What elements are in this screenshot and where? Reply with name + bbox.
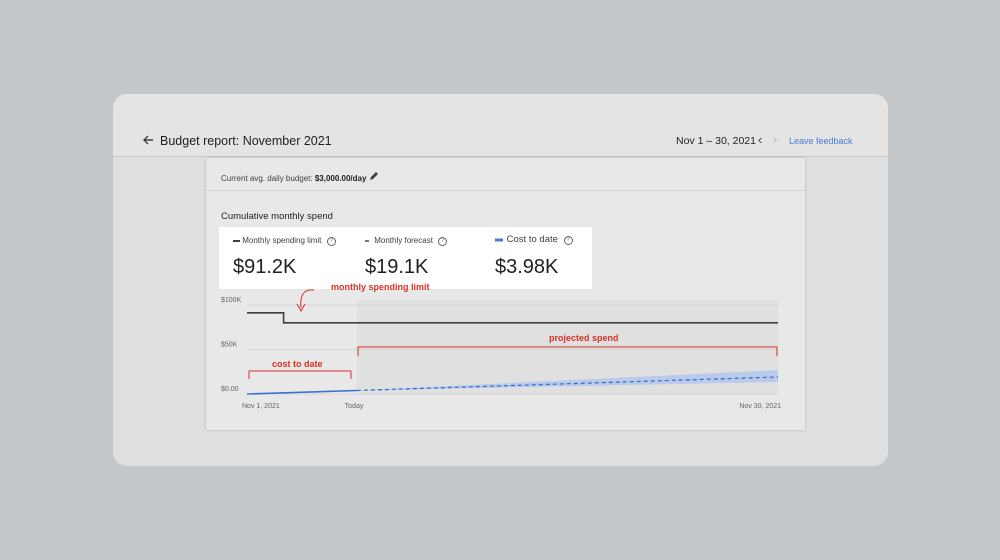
legend-dash-icon bbox=[233, 240, 240, 242]
metric-value: $3.98K bbox=[495, 256, 559, 278]
arrow-head bbox=[296, 303, 306, 313]
metric-value: $19.1K bbox=[365, 256, 429, 278]
annotation-projected-spend: projected spend bbox=[549, 333, 619, 343]
legend-dash-icon bbox=[365, 240, 369, 242]
forecast-line bbox=[356, 376, 779, 392]
metrics-box: Monthly spending limit ? $91.2K Monthly … bbox=[219, 227, 592, 289]
pencil-icon[interactable] bbox=[368, 170, 380, 182]
x-tick-label: Today bbox=[345, 403, 364, 410]
y-tick-label: $50K bbox=[221, 342, 238, 349]
help-icon[interactable]: ? bbox=[326, 237, 336, 246]
chevron-left-icon[interactable]: ‹ bbox=[758, 132, 763, 147]
help-icon[interactable]: ? bbox=[563, 236, 573, 245]
limit-arrow bbox=[300, 289, 315, 309]
date-range[interactable]: Nov 1 – 30, 2021 bbox=[676, 135, 756, 147]
annotation-spending-limit: monthly spending limit bbox=[331, 282, 430, 292]
chevron-right-icon[interactable]: › bbox=[773, 132, 778, 147]
metric-label: Monthly forecast bbox=[374, 236, 433, 245]
metric-label: Monthly spending limit bbox=[242, 236, 322, 245]
cost-bracket bbox=[248, 370, 352, 379]
y-tick-label: $100K bbox=[221, 297, 242, 304]
report-panel: Budget report: November 2021 Nov 1 – 30,… bbox=[113, 94, 888, 466]
spend-chart: $100K $50K $0.00 Nov 1, 2021 Today Nov 30, 20… bbox=[221, 282, 781, 410]
metric-value: $91.2K bbox=[233, 256, 297, 278]
cost-to-date-line bbox=[246, 389, 357, 395]
daily-budget-label: Current avg. daily budget: $3,000.00/day bbox=[221, 174, 367, 183]
report-header: Budget report: November 2021 Nov 1 – 30,… bbox=[113, 94, 888, 157]
forecast-band bbox=[356, 370, 778, 391]
daily-budget-row: Current avg. daily budget: $3,000.00/day bbox=[206, 158, 805, 191]
x-tick-label: Nov 1, 2021 bbox=[242, 403, 280, 410]
help-icon[interactable]: ? bbox=[438, 237, 448, 246]
back-arrow-icon[interactable] bbox=[140, 132, 156, 148]
y-tick-label: $0.00 bbox=[221, 386, 239, 393]
annotation-cost-to-date: cost to date bbox=[272, 359, 323, 369]
spending-limit-line bbox=[247, 312, 778, 324]
legend-dash-icon bbox=[495, 238, 503, 242]
page-title: Budget report: November 2021 bbox=[160, 134, 332, 148]
section-title: Cumulative monthly spend bbox=[221, 211, 333, 222]
spend-card: Current avg. daily budget: $3,000.00/day… bbox=[206, 158, 805, 430]
daily-budget-value: $3,000.00/day bbox=[314, 174, 367, 183]
leave-feedback-link[interactable]: Leave feedback bbox=[789, 136, 853, 146]
projected-bracket bbox=[357, 346, 778, 356]
metric-label: Cost to date bbox=[506, 234, 558, 245]
x-tick-label: Nov 30, 2021 bbox=[739, 403, 781, 410]
